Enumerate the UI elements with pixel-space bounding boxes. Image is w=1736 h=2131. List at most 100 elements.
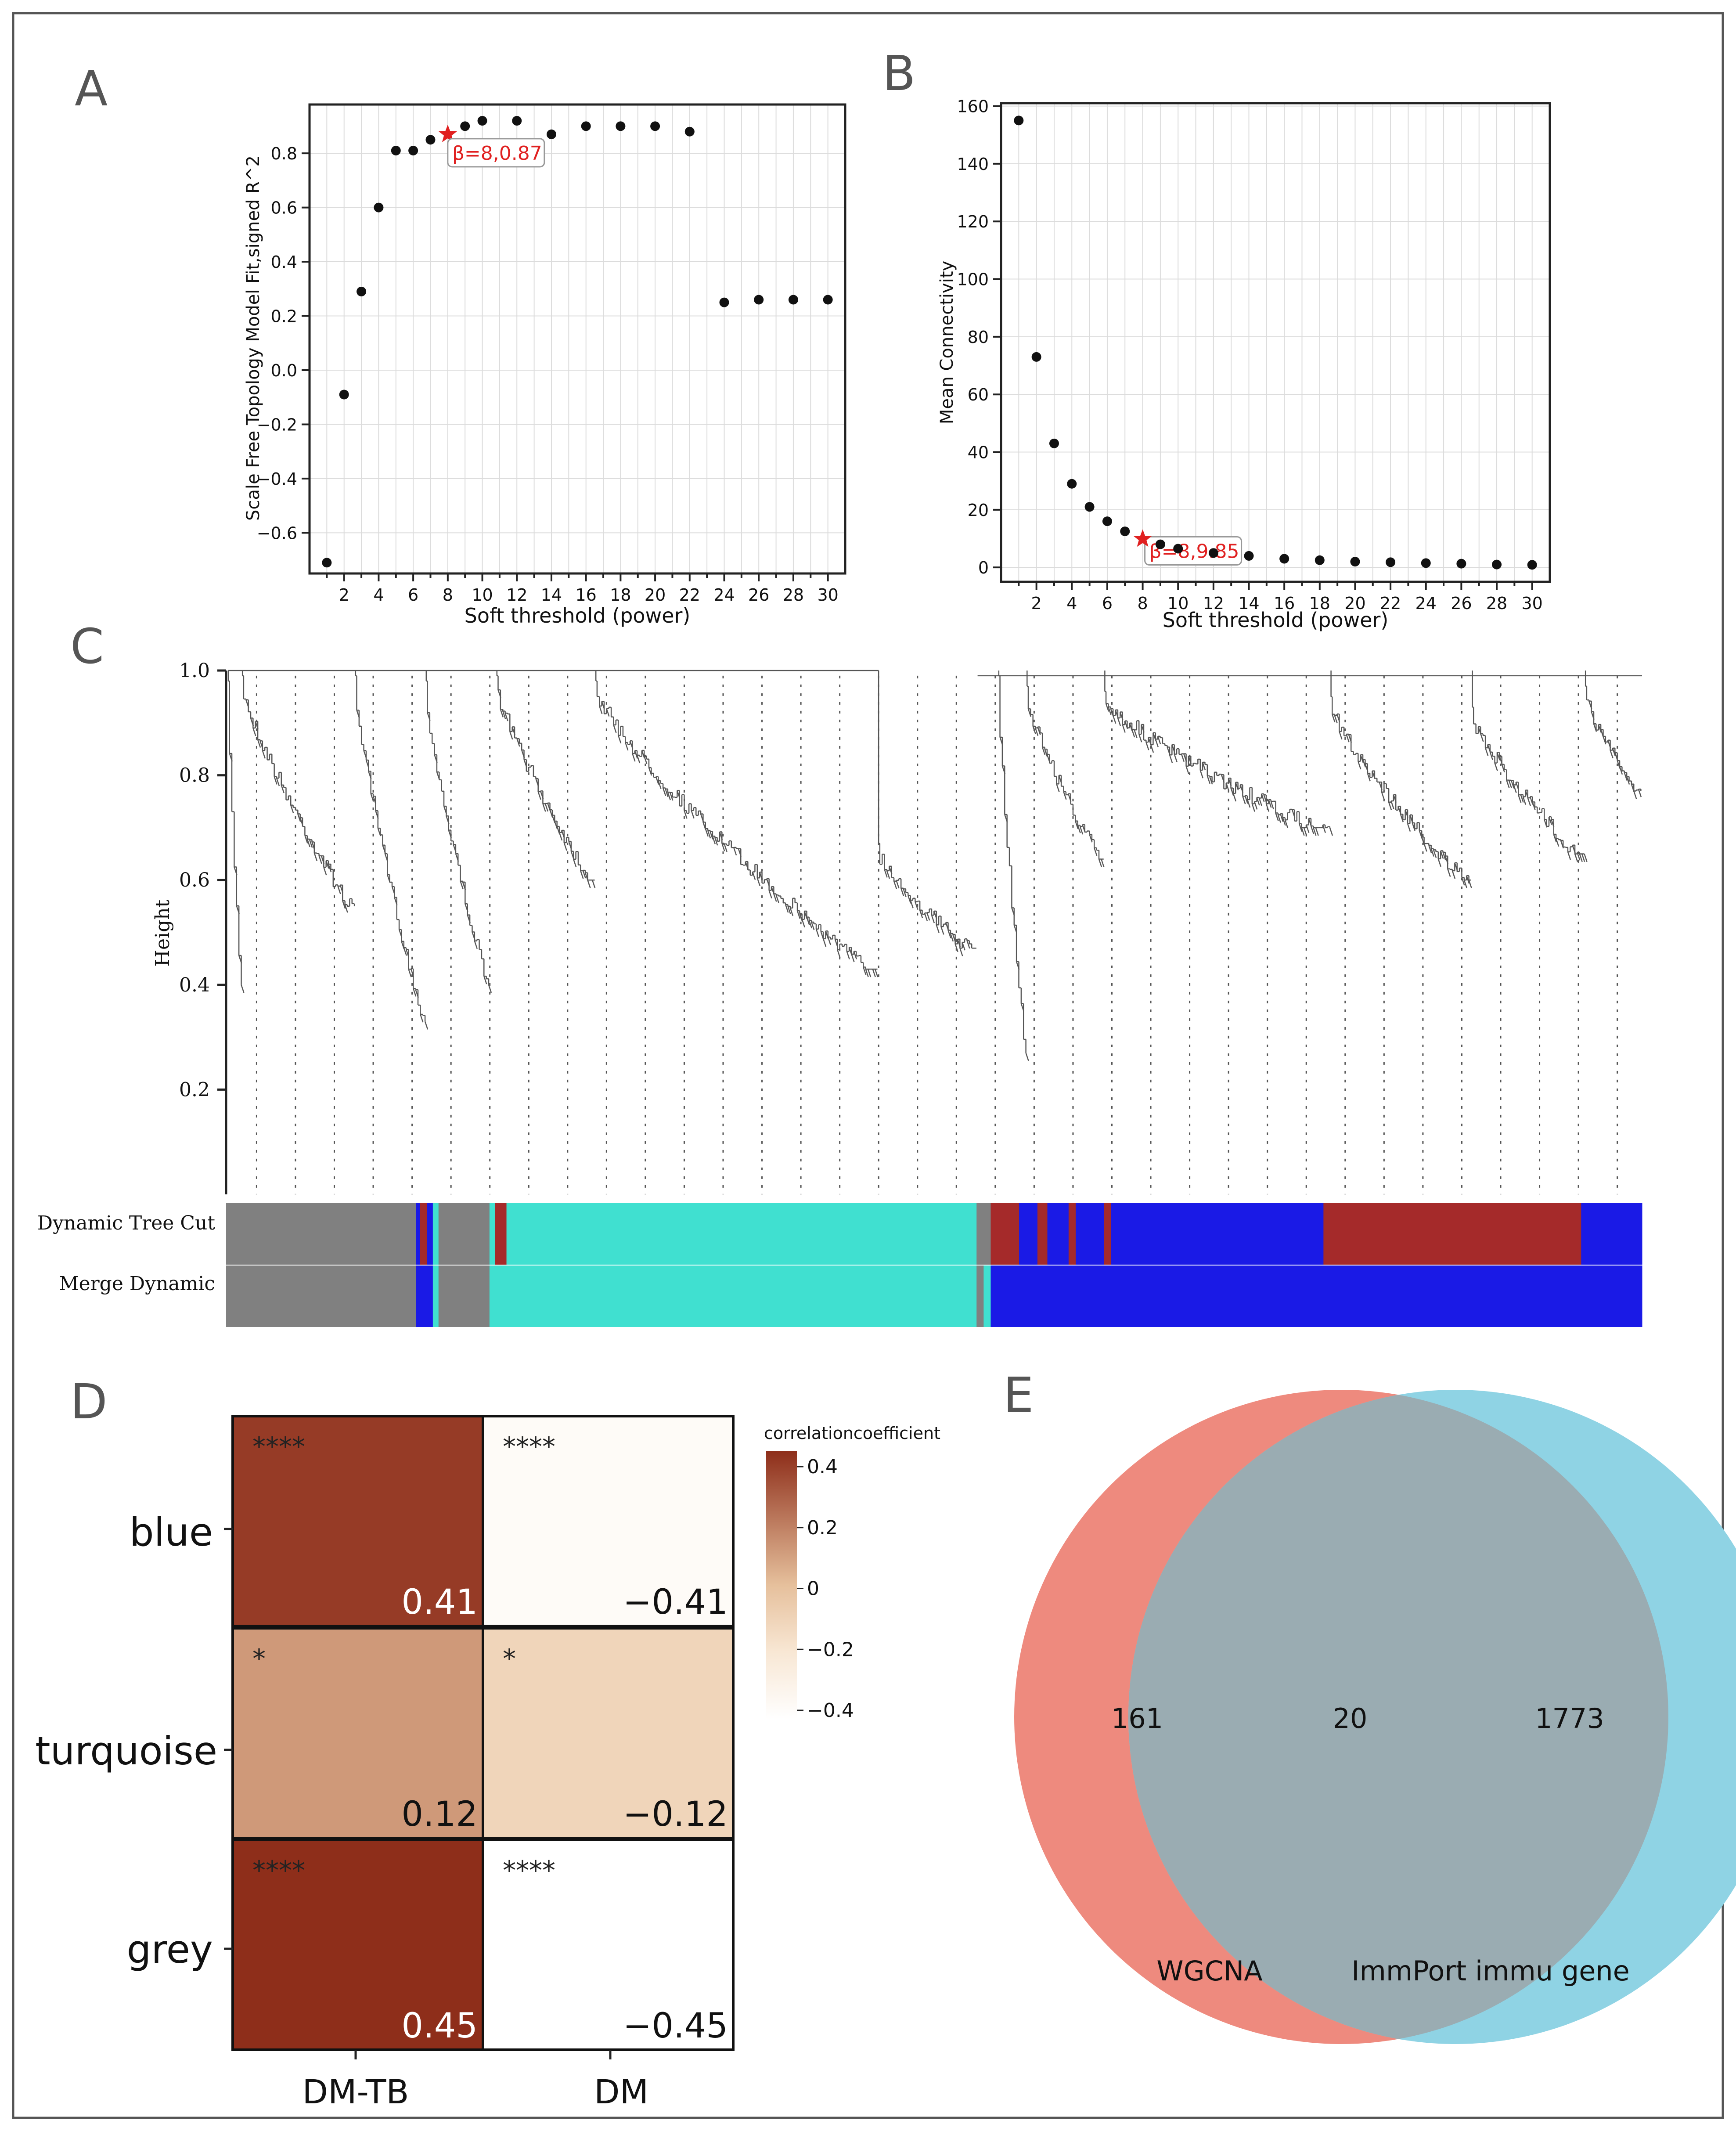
y-tick-label-1: −0.4 (257, 469, 297, 489)
c-leaf-1-20 (290, 805, 294, 814)
c-leaf-9-95 (1329, 827, 1333, 836)
d-col-label-dm-tb: DM-TB (302, 2072, 409, 2111)
c-leaf-1-16 (281, 785, 285, 793)
c-leaf-5-15 (632, 753, 636, 762)
c-y-tick-label-2: 0.6 (179, 869, 210, 891)
c-y-ticks: 0.2 0.4 0.6 0.8 1.0 (179, 660, 226, 1101)
c-leaf-9-76 (1284, 819, 1289, 828)
y-tick-label-8: 160 (957, 97, 989, 116)
y-tick-label-7: 0.8 (271, 144, 297, 163)
c-leaf-11-35 (1555, 838, 1560, 847)
x-tick-label-10: 10 (472, 585, 493, 605)
data-point-28 (788, 295, 798, 305)
d-sig-grey-dm: **** (503, 1855, 555, 1886)
x-tick-label-12: 12 (1203, 594, 1224, 613)
data-point-14 (1244, 551, 1254, 561)
c-leaf-6-17 (919, 910, 923, 919)
c-leaf-4-8 (516, 738, 520, 747)
c-leaf-9-41 (1202, 762, 1206, 771)
c-color-row-dynamic-tree-cut (226, 1203, 1642, 1265)
c-leaf-12-3 (1593, 723, 1597, 732)
c-leaf-5-91 (811, 922, 815, 930)
data-point-18 (1315, 555, 1325, 565)
c-leaf-9-65 (1258, 798, 1263, 806)
c-leaf-8-20 (1075, 821, 1079, 829)
data-point-12 (1208, 548, 1218, 558)
data-point-9 (1155, 539, 1165, 549)
x-tick-label-6: 6 (408, 585, 418, 605)
c-leaf-5-20 (644, 756, 648, 764)
c-leaf-5-66 (752, 872, 756, 880)
c-leaf-9-62 (1251, 804, 1256, 812)
data-point-6 (408, 145, 418, 155)
c-leaf-9-3 (1112, 715, 1117, 724)
c-leaf-5-106 (846, 951, 850, 959)
c-leaf-9-14 (1138, 734, 1142, 743)
c-leaf-9-58 (1242, 796, 1246, 804)
b-y-axis-label: Mean Connectivity (937, 261, 957, 424)
c-leaf-4-35 (580, 870, 584, 879)
data-point-20 (1350, 557, 1360, 567)
c-leaf-5-54 (724, 844, 728, 852)
x-tick-label-20: 20 (645, 585, 666, 605)
b-plot-frame (1000, 102, 1551, 583)
data-point-5 (1084, 502, 1095, 512)
c-leaf-6-3 (886, 870, 890, 879)
c-leaf-6-6 (893, 881, 897, 890)
data-point-22 (1386, 557, 1396, 567)
c-leaf-9-64 (1256, 797, 1260, 806)
venn-overlap (1128, 1390, 1668, 2044)
d-cell-grey-dm-tb (231, 1839, 484, 2051)
c-dendrogram (227, 670, 1642, 1061)
d-legend-colorbar (766, 1451, 797, 1719)
c-leaf-9-32 (1181, 754, 1185, 762)
x-tick-label-22: 22 (1380, 594, 1401, 613)
x-tick-label-26: 26 (748, 585, 769, 605)
y-tick-label-3: 0.0 (271, 361, 297, 380)
c-leaf-5-115 (867, 969, 872, 977)
data-point-26 (1456, 559, 1466, 569)
c-leaf-12-5 (1598, 724, 1602, 733)
c-leaf-9-19 (1150, 744, 1154, 753)
x-tick-label-30: 30 (817, 585, 838, 605)
c-leaf-1-14 (276, 778, 280, 786)
d-cell-grey-dm (482, 1839, 735, 2051)
c-leaf-2-27 (420, 1014, 424, 1023)
data-point-1 (1014, 115, 1024, 126)
data-point-22 (684, 126, 695, 137)
c-leaf-11-47 (1584, 854, 1588, 862)
c-leaf-4-38 (587, 880, 591, 888)
c-leaf-11-19 (1518, 794, 1522, 803)
c-leaf-9-43 (1207, 775, 1211, 784)
x-tick-label-22: 22 (679, 585, 700, 605)
c-leaf-5-89 (806, 917, 810, 925)
c-leaf-8-22 (1079, 826, 1084, 835)
c-leaf-12-11 (1612, 748, 1616, 757)
x-tick-label-4: 4 (1066, 594, 1077, 613)
data-point-14 (546, 129, 556, 139)
c-leaf-9-0 (1105, 703, 1109, 712)
c-leaf-11-23 (1527, 797, 1531, 806)
c-leaf-9-92 (1322, 825, 1326, 833)
y-tick-label-3: 60 (968, 385, 989, 404)
c-row0-segment-17 (1111, 1203, 1324, 1265)
c-leaf-5-75 (773, 894, 777, 902)
c-leaf-9-1 (1108, 707, 1112, 715)
c-leaf-10-1 (1334, 715, 1338, 724)
data-point-2 (1031, 352, 1041, 362)
data-point-10 (477, 116, 487, 126)
c-leaf-8-3 (1034, 728, 1039, 736)
c-leaf-4-26 (558, 832, 563, 841)
c-leaf-9-40 (1199, 770, 1203, 779)
c-leaf-11-25 (1532, 801, 1536, 810)
c-row0-segment-13 (1047, 1203, 1069, 1265)
c-leaf-6-2 (884, 869, 888, 878)
c-row0-segment-11 (1019, 1203, 1038, 1265)
c-leaf-2-20 (403, 947, 407, 956)
c-leaf-11-34 (1553, 834, 1557, 843)
c-leaf-5-102 (837, 949, 841, 958)
c-leaf-12-17 (1626, 776, 1630, 785)
panel-label-c: C (70, 618, 104, 674)
c-row0-segment-9 (976, 1203, 991, 1265)
c-row0-segment-19 (1581, 1203, 1642, 1265)
